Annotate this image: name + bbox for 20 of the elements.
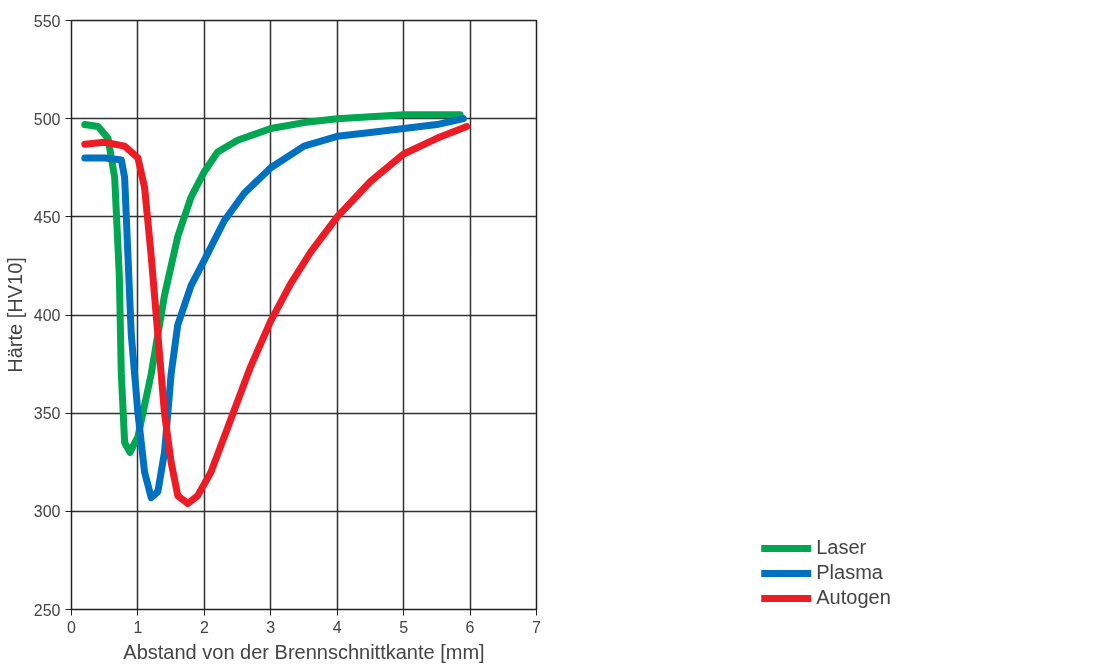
- legend-label: Autogen: [816, 586, 891, 609]
- x-tick-label: 2: [199, 618, 209, 636]
- x-tick-label: 0: [67, 618, 77, 636]
- x-tick-label: 7: [532, 618, 542, 636]
- legend-label: Laser: [816, 536, 867, 559]
- y-tick-label: 250: [33, 601, 61, 619]
- x-tick-label: 6: [465, 618, 475, 636]
- y-tick-label: 300: [33, 503, 61, 521]
- y-tick-label: 500: [33, 110, 61, 128]
- y-tick-label: 450: [33, 208, 61, 226]
- y-tick-label: 350: [33, 405, 61, 423]
- x-tick-label: 3: [266, 618, 276, 636]
- x-tick-label: 4: [332, 618, 342, 636]
- y-tick-label: 550: [33, 12, 61, 30]
- x-axis-title: Abstand von der Brennschnittkante [mm]: [123, 640, 485, 663]
- x-tick-label: 5: [399, 618, 409, 636]
- x-tick-label: 1: [133, 618, 143, 636]
- legend-label: Plasma: [816, 561, 883, 584]
- y-axis-title: Härte [HV10]: [3, 257, 26, 373]
- y-tick-label: 400: [33, 307, 61, 324]
